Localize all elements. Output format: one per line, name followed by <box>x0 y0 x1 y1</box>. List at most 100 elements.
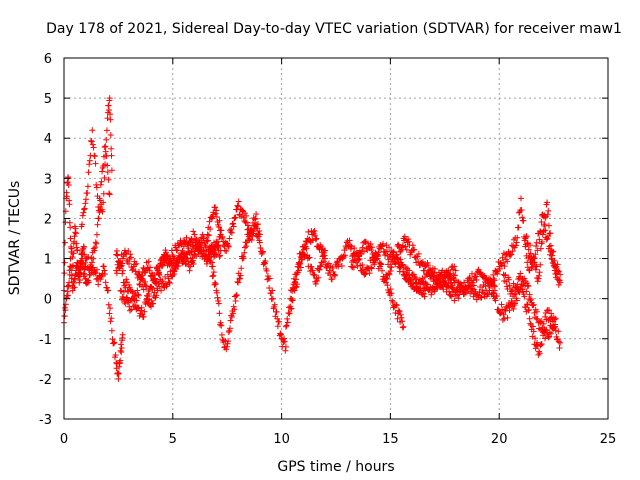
data-point <box>150 300 157 307</box>
data-point <box>427 273 434 280</box>
data-point <box>150 276 157 283</box>
data-point <box>92 239 99 246</box>
data-point <box>258 250 265 257</box>
data-point <box>534 343 541 350</box>
data-point <box>542 227 549 234</box>
data-point <box>537 245 544 252</box>
data-point <box>529 259 536 266</box>
data-point <box>123 276 130 283</box>
data-point <box>141 308 148 315</box>
data-point <box>551 316 558 323</box>
data-point <box>71 276 78 283</box>
data-point <box>543 201 550 208</box>
data-point <box>530 301 537 308</box>
data-point <box>209 273 216 280</box>
data-point <box>525 306 532 313</box>
data-point <box>312 236 319 243</box>
data-point <box>554 336 561 343</box>
data-point <box>513 297 520 304</box>
data-point <box>514 281 521 288</box>
data-point <box>119 334 126 341</box>
data-point <box>204 238 211 245</box>
data-point <box>64 283 71 290</box>
data-point <box>469 270 475 277</box>
data-point <box>248 226 255 233</box>
data-point <box>268 296 275 303</box>
data-point <box>266 285 273 292</box>
data-point <box>286 310 293 317</box>
data-point <box>533 243 540 250</box>
data-point <box>271 301 278 308</box>
data-point <box>514 234 521 241</box>
data-point <box>428 289 435 296</box>
data-point <box>390 253 397 260</box>
data-point <box>330 268 337 275</box>
data-point <box>517 195 524 202</box>
data-point <box>153 278 160 285</box>
data-point <box>311 227 318 234</box>
data-point <box>472 273 479 280</box>
data-point <box>493 293 500 300</box>
data-point <box>511 301 518 308</box>
data-point <box>306 254 313 261</box>
data-point <box>79 221 86 228</box>
data-point <box>218 227 225 234</box>
data-point <box>289 287 296 294</box>
data-point <box>288 305 295 312</box>
data-point <box>243 212 250 219</box>
data-point <box>142 282 149 289</box>
data-point <box>541 221 548 228</box>
x-tick-label: 15 <box>382 432 399 447</box>
data-point <box>111 339 118 346</box>
x-axis: 0 5 10 15 20 25 <box>60 58 616 447</box>
data-point <box>207 258 214 265</box>
data-point <box>147 264 154 271</box>
data-point <box>510 243 517 250</box>
data-point <box>499 316 506 323</box>
data-point <box>218 331 225 338</box>
data-point <box>405 236 412 243</box>
data-point <box>277 331 284 338</box>
data-point <box>204 231 211 238</box>
data-point <box>117 357 124 364</box>
data-point <box>62 219 69 226</box>
data-point <box>534 339 541 346</box>
data-point <box>537 342 544 349</box>
data-point <box>437 279 444 286</box>
data-point <box>208 263 215 270</box>
data-point <box>542 313 549 320</box>
data-point <box>319 253 326 260</box>
data-point <box>515 224 522 231</box>
data-point <box>66 201 73 208</box>
data-point <box>98 178 105 185</box>
data-point <box>80 209 87 216</box>
data-point <box>270 305 277 312</box>
data-point <box>175 263 182 270</box>
data-point <box>297 264 304 271</box>
data-point <box>429 269 436 276</box>
data-point <box>142 278 149 285</box>
data-point <box>297 253 304 260</box>
data-point <box>317 263 324 270</box>
data-point <box>70 285 77 292</box>
data-point <box>473 276 480 283</box>
data-point <box>422 263 429 270</box>
data-point <box>394 315 401 322</box>
data-point <box>105 287 112 294</box>
data-point <box>127 251 134 258</box>
data-point <box>321 247 328 254</box>
data-point <box>298 254 305 261</box>
data-point <box>134 287 141 294</box>
data-point <box>501 315 508 322</box>
data-point <box>64 179 71 186</box>
data-point <box>317 262 324 269</box>
data-point <box>113 251 120 258</box>
data-point <box>446 274 453 281</box>
data-point <box>137 276 144 283</box>
data-point <box>318 246 325 253</box>
data-point <box>274 323 281 330</box>
data-point <box>523 233 530 240</box>
data-point <box>393 302 400 309</box>
data-point <box>537 228 544 235</box>
